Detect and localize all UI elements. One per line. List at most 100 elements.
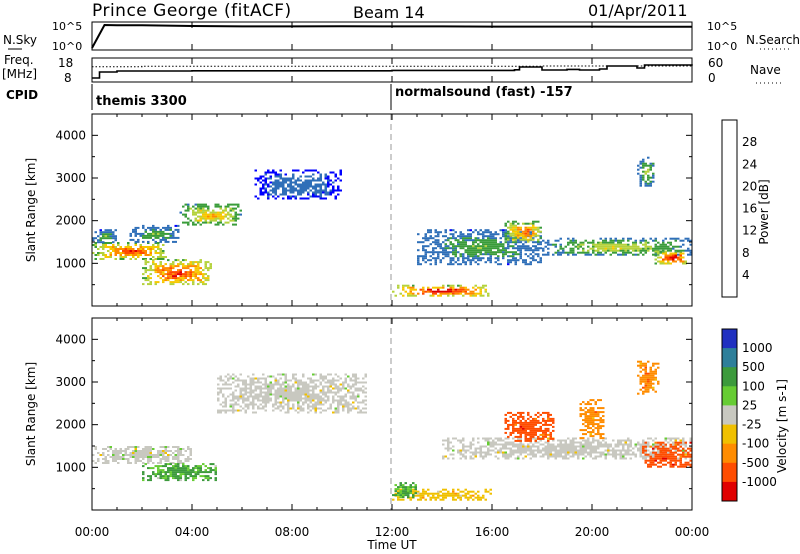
heatmap-cell: [322, 403, 325, 406]
heatmap-cell: [312, 173, 315, 176]
heatmap-cell: [592, 245, 595, 248]
heatmap-cell: [457, 492, 460, 495]
heatmap-cell: [162, 258, 165, 260]
heatmap-cell: [319, 381, 322, 384]
heatmap-cell: [274, 197, 277, 200]
heatmap-cell: [524, 236, 527, 239]
heatmap-cell: [592, 437, 595, 440]
heatmap-cell: [284, 379, 287, 382]
colorbar-tick-label: 12: [742, 224, 757, 238]
heatmap-cell: [639, 239, 642, 242]
heatmap-cell: [272, 169, 275, 172]
heatmap-cell: [492, 445, 495, 448]
heatmap-cell: [167, 228, 170, 231]
heatmap-cell: [552, 439, 555, 442]
heatmap-cell: [667, 461, 670, 464]
heatmap-cell: [134, 244, 137, 246]
heatmap-cell: [647, 441, 650, 444]
heatmap-cell: [312, 387, 315, 390]
heatmap-cell: [592, 411, 595, 414]
heatmap-cell: [597, 253, 600, 256]
heatmap-cell: [562, 445, 565, 448]
heatmap-cell: [507, 238, 510, 241]
heatmap-cell: [177, 230, 180, 233]
heatmap-cell: [659, 243, 662, 246]
heatmap-cell: [632, 243, 635, 246]
heatmap-cell: [572, 453, 575, 456]
heatmap-cell: [404, 488, 407, 491]
heatmap-cell: [432, 290, 435, 293]
heatmap-cell: [569, 445, 572, 448]
heatmap-cell: [289, 387, 292, 390]
heatmap-cell: [624, 457, 627, 460]
heatmap-cell: [624, 245, 627, 248]
heatmap-cell: [402, 288, 405, 291]
heatmap-cell: [664, 245, 667, 248]
heatmap-cell: [187, 275, 190, 278]
heatmap-cell: [512, 255, 515, 258]
heatmap-cell: [527, 263, 530, 266]
heatmap-cell: [677, 459, 680, 462]
heatmap-cell: [192, 271, 195, 274]
heatmap-cell: [474, 496, 477, 499]
heatmap-cell: [344, 373, 347, 376]
heatmap-cell: [629, 237, 632, 240]
heatmap-cell: [157, 467, 160, 470]
heatmap-cell: [522, 445, 525, 448]
heatmap-cell: [477, 247, 480, 250]
heatmap-cell: [447, 439, 450, 442]
heatmap-cell: [159, 261, 162, 264]
heatmap-cell: [549, 243, 552, 246]
heatmap-cell: [144, 279, 147, 282]
heatmap-cell: [289, 385, 292, 388]
heatmap-cell: [547, 451, 550, 454]
heatmap-cell: [587, 245, 590, 248]
heatmap-cell: [524, 427, 527, 430]
heatmap-cell: [234, 207, 237, 210]
heatmap-cell: [452, 263, 455, 266]
heatmap-cell: [484, 445, 487, 448]
heatmap-cell: [152, 263, 155, 266]
heatmap-cell: [287, 183, 290, 186]
heatmap-cell: [324, 401, 327, 404]
heatmap-cell: [532, 435, 535, 438]
heatmap-cell: [517, 232, 520, 235]
heatmap-cell: [277, 391, 280, 394]
heatmap-cell: [199, 267, 202, 270]
heatmap-cell: [524, 228, 527, 231]
heatmap-cell: [152, 462, 155, 464]
heatmap-cell: [192, 275, 195, 278]
heatmap-cell: [462, 447, 465, 450]
heatmap-cell: [217, 215, 220, 218]
heatmap-cell: [467, 245, 470, 248]
heatmap-cell: [262, 183, 265, 186]
heatmap-cell: [169, 228, 172, 231]
heatmap-cell: [159, 265, 162, 268]
heatmap-cell: [612, 451, 615, 454]
heatmap-cell: [579, 445, 582, 448]
heatmap-cell: [172, 477, 175, 480]
heatmap-cell: [514, 238, 517, 241]
heatmap-cell: [504, 251, 507, 254]
heatmap-cell: [339, 169, 342, 172]
heatmap-cell: [504, 431, 507, 434]
heatmap-cell: [164, 446, 167, 448]
heatmap-cell: [164, 232, 167, 235]
heatmap-cell: [162, 271, 165, 274]
heatmap-cell: [647, 380, 650, 383]
heatmap-cell: [232, 219, 235, 222]
heatmap-cell: [604, 241, 607, 244]
heatmap-cell: [604, 237, 607, 240]
heatmap-cell: [552, 417, 555, 420]
heatmap-cell: [149, 246, 152, 248]
heatmap-cell: [169, 450, 172, 452]
heatmap-cell: [569, 239, 572, 242]
power-colorbar-title: Power [dB]: [757, 179, 771, 244]
heatmap-cell: [689, 455, 692, 458]
heatmap-cell: [524, 245, 527, 248]
heatmap-cell: [249, 381, 252, 384]
heatmap-cell: [489, 249, 492, 252]
heatmap-cell: [639, 364, 642, 367]
heatmap-cell: [674, 449, 677, 452]
heatmap-cell: [642, 249, 645, 252]
